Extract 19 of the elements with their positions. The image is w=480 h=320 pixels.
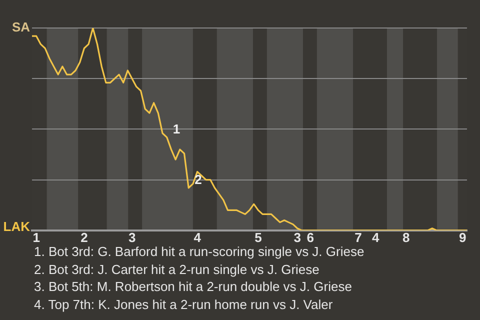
x-tick-label: 3 bbox=[128, 230, 136, 245]
x-tick-label: 4 bbox=[372, 230, 380, 245]
x-tick-label: 1 bbox=[32, 230, 40, 245]
annotation: 2 bbox=[194, 172, 202, 187]
text: 3. Bot 5th: M. Robertson hit a 2-run double vs J. Griese bbox=[34, 278, 353, 296]
x-tick-label: 9 bbox=[459, 230, 466, 245]
x-tick-label: 4 bbox=[194, 230, 202, 245]
x-tick-label: 5 bbox=[254, 230, 262, 245]
x-tick-label: 3 bbox=[294, 230, 301, 245]
annotation: 1 bbox=[172, 121, 180, 136]
text: 1. Bot 3rd: G. Barford hit a run-scoring single vs J. Griese bbox=[34, 243, 364, 261]
text: 4. Top 7th: K. Jones hit a 2-run home run vs J. Valer bbox=[34, 296, 334, 314]
x-tick-label: 2 bbox=[80, 230, 88, 245]
text: LAK bbox=[3, 218, 31, 234]
x-tick-label: 8 bbox=[402, 230, 410, 245]
text: 2. Bot 3rd: J. Carter hit a 2-run single vs J. Griese bbox=[34, 260, 320, 278]
x-tick-label: 6 bbox=[306, 230, 314, 245]
text: SA bbox=[12, 20, 31, 35]
x-tick-label: 7 bbox=[354, 230, 362, 245]
